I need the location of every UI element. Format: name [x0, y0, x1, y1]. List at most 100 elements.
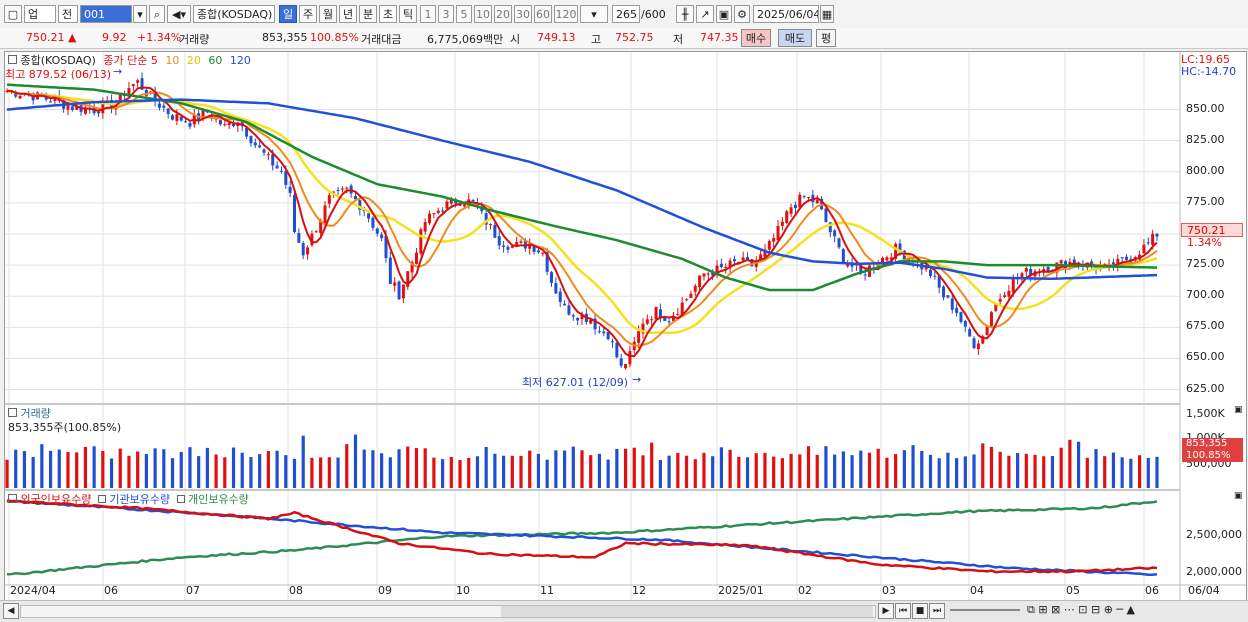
volume-bar [676, 452, 680, 488]
scroll-right-icon[interactable]: ▶ [878, 603, 894, 619]
volume-value-label: 853,355주(100.85%) [8, 421, 122, 434]
interval-60[interactable]: 60 [534, 5, 552, 23]
volume-bar [441, 459, 445, 488]
volume-bar [266, 451, 270, 488]
tab-tick[interactable]: 틱 [399, 5, 417, 23]
search-icon[interactable]: ⌕ [149, 5, 165, 23]
count-input[interactable]: 265 [612, 5, 640, 23]
close-icon[interactable]: ▣ [1234, 405, 1243, 415]
period-select[interactable]: 전 [58, 5, 78, 23]
candle-body [1055, 262, 1059, 273]
tab-second[interactable]: 초 [379, 5, 397, 23]
candle-body [18, 95, 22, 99]
interval-1[interactable]: 1 [420, 5, 436, 23]
interval-dropdown[interactable]: ▾ [580, 5, 608, 23]
last-pct-tag: 1.34% [1187, 236, 1222, 249]
interval-5[interactable]: 5 [456, 5, 472, 23]
market-select[interactable]: 업 [24, 5, 56, 23]
candle-body [449, 198, 453, 204]
legend-index-name: 종합(KOSDAQ) [20, 54, 96, 67]
tab-month[interactable]: 월 [319, 5, 337, 23]
tab-week[interactable]: 주 [299, 5, 317, 23]
interval-10[interactable]: 10 [474, 5, 492, 23]
tab-minute[interactable]: 분 [359, 5, 377, 23]
date-input[interactable]: 2025/06/04 [753, 5, 819, 23]
volume-bar [1137, 455, 1142, 488]
scroll-thumb[interactable] [501, 606, 873, 617]
volume-bar [1033, 454, 1037, 488]
interval-20[interactable]: 20 [494, 5, 512, 23]
stop-icon[interactable]: ■ [912, 603, 928, 619]
volume-bar [1094, 449, 1098, 488]
candle-body [1155, 233, 1159, 237]
candle-body [593, 318, 597, 330]
volume-bar [955, 458, 959, 488]
candle-body [1046, 267, 1050, 273]
candle-body [606, 331, 610, 340]
gear-icon[interactable]: ⚙ [734, 5, 750, 23]
candle-body [715, 265, 719, 275]
interval-30[interactable]: 30 [514, 5, 532, 23]
close-icon[interactable]: ▣ [1234, 491, 1243, 501]
chart-canvas[interactable] [5, 52, 1246, 607]
sell-button[interactable]: 매도 [778, 29, 812, 47]
candle-body [179, 116, 183, 121]
candle-body [462, 204, 466, 207]
scroll-left-icon[interactable]: ◀ [3, 603, 19, 619]
candle-body [798, 194, 802, 208]
volume-bar [484, 446, 488, 488]
draw-icon[interactable]: ↗ [696, 5, 714, 23]
zoom-slider[interactable] [950, 609, 1020, 611]
eval-button[interactable]: 평 [816, 29, 836, 47]
volume-bar [1146, 457, 1150, 488]
bottom-scrollbar[interactable]: ◀ ▶ ⏮ ■ ⏭ ⧉ ⊞ ⊠ ⋯ ⊡ ⊟ ⊕ ─ ▲ [0, 600, 1248, 622]
volume-bar [894, 454, 898, 488]
interval-3[interactable]: 3 [438, 5, 454, 23]
tab-day[interactable]: 일 [279, 5, 297, 23]
index-name-field[interactable]: 종합(KOSDAQ) [193, 5, 275, 23]
volume-bar [763, 452, 767, 488]
high-value: 752.75 [615, 31, 654, 44]
rewind-icon[interactable]: ⏮ [895, 603, 911, 619]
chevron-down-icon[interactable]: ▾ [133, 5, 147, 23]
x-axis-label: 04 [970, 584, 984, 597]
speaker-icon[interactable]: ◀▾ [167, 5, 191, 23]
volume-bar [1050, 456, 1055, 488]
x-axis-end-date: 06/04 [1188, 584, 1220, 597]
volume-bar [597, 453, 602, 488]
tab-year[interactable]: 년 [339, 5, 357, 23]
volume-bar [362, 449, 366, 488]
candle-body [319, 220, 323, 233]
candle-body [153, 91, 157, 102]
candle-body [955, 307, 959, 313]
candle-body [96, 111, 100, 114]
candle-icon[interactable]: ╫ [676, 5, 694, 23]
candle-body [1125, 256, 1129, 260]
candle-body [410, 262, 414, 273]
buy-button[interactable]: 매수 [741, 29, 771, 47]
candle-body [345, 187, 349, 189]
panel-toggle-icon[interactable]: ▢ [4, 5, 22, 23]
holding-tick: 2,000,000 [1186, 565, 1242, 578]
volume-bar [101, 450, 105, 488]
code-input[interactable]: 001 [80, 5, 132, 23]
x-axis-label: 09 [378, 584, 392, 597]
volume-bar [589, 455, 593, 488]
candle-body [480, 208, 484, 212]
volume-bar [501, 455, 506, 488]
view-toggle-icons[interactable]: ⧉ ⊞ ⊠ ⋯ ⊡ ⊟ ⊕ ─ ▲ [1027, 603, 1135, 616]
candle-body [1011, 279, 1015, 293]
fast-forward-icon[interactable]: ⏭ [929, 603, 945, 619]
chart-area[interactable] [4, 51, 1247, 608]
volume-pct: 100.85% [310, 31, 359, 44]
volume-bar [475, 456, 480, 488]
scroll-track[interactable] [20, 605, 876, 618]
volume-bar [867, 452, 872, 488]
candle-body [994, 303, 998, 311]
candle-body [1116, 258, 1120, 267]
save-icon[interactable]: ▣ [716, 5, 732, 23]
interval-120[interactable]: 120 [554, 5, 578, 23]
candle-body [602, 331, 606, 334]
candle-body [1059, 260, 1063, 264]
calendar-icon[interactable]: ▦ [820, 5, 834, 23]
